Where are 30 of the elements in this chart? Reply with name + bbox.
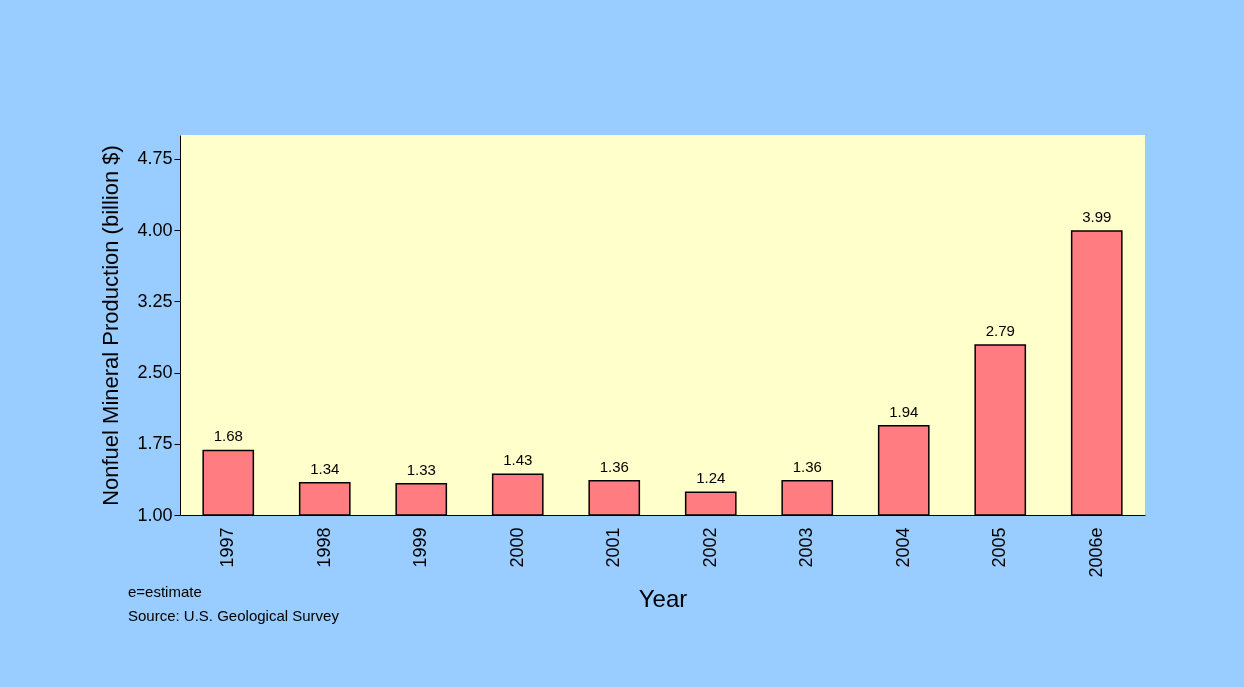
- y-tick-label: 1.75: [137, 433, 173, 454]
- x-tick-label: 2003: [796, 527, 817, 568]
- y-tick-label: 4.75: [137, 148, 173, 169]
- y-tick-label: 1.00: [137, 504, 173, 525]
- x-tick-label: 2002: [699, 527, 720, 568]
- data-label: 1.33: [406, 460, 436, 478]
- x-tick-label: 2004: [892, 527, 913, 568]
- x-tick-label: 1997: [217, 527, 238, 568]
- data-label: 3.99: [1082, 207, 1112, 225]
- y-tick-label: 3.25: [137, 290, 173, 311]
- y-tick-label: 4.00: [137, 219, 173, 240]
- data-label: 1.36: [599, 457, 629, 475]
- source-note: Source: U.S. Geological Survey: [128, 607, 340, 624]
- x-tick-label: 1999: [410, 527, 431, 568]
- data-label: 1.24: [696, 469, 726, 487]
- data-label: 2.79: [985, 321, 1015, 339]
- x-tick-label: 1998: [313, 527, 334, 568]
- data-label: 1.36: [792, 457, 822, 475]
- data-label: 1.94: [889, 402, 919, 420]
- x-tick-label: 2000: [506, 527, 527, 568]
- data-label: 1.43: [503, 451, 533, 469]
- x-tick-label: 2006e: [1085, 527, 1106, 578]
- data-label: 1.68: [213, 427, 243, 445]
- y-tick-label: 2.50: [137, 362, 173, 382]
- data-label: 1.34: [310, 459, 340, 477]
- x-tick-label: 2001: [603, 527, 624, 568]
- x-tick-label: 2005: [989, 527, 1010, 568]
- x-axis-title: Year: [638, 584, 688, 612]
- y-axis-title: Nonfuel Mineral Production (billion $): [98, 145, 124, 506]
- text: e=estimate: [128, 583, 202, 600]
